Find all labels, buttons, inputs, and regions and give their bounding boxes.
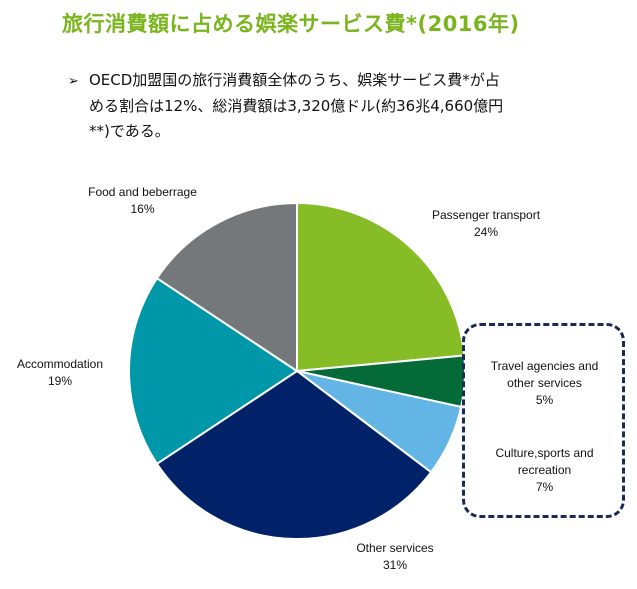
label-passenger-transport-pct: 24% (473, 225, 499, 239)
label-other-services-name: Other services (356, 541, 434, 555)
label-travel-agencies-name-2: other services (507, 376, 582, 390)
label-food-beverage-pct: 16% (130, 202, 155, 216)
label-other-services: Other services 31% (335, 540, 455, 574)
bullet-line-3: **)である。 (89, 122, 170, 140)
label-culture-sports: Culture,sports and recreation 7% (472, 445, 617, 496)
bullet-arrow-icon: ➢ (68, 74, 79, 89)
label-passenger-transport: Passenger transport 24% (416, 207, 556, 241)
label-accommodation-name: Accommodation (16, 357, 104, 371)
label-travel-agencies: Travel agencies and other services 5% (472, 358, 617, 409)
label-other-services-pct: 31% (382, 558, 408, 572)
label-food-beverage: Food and beberrage 16% (75, 184, 210, 218)
page-title: 旅行消費額に占める娯楽サービス費*(2016年) (62, 12, 520, 36)
label-food-beverage-name: Food and beberrage (88, 185, 197, 199)
pie-slice-passenger-transport (296, 201, 466, 373)
bullet-line-1: ➢ OECD加盟国の旅行消費額全体のうち、娯楽サービス費*が占 (68, 68, 503, 94)
pie-slice-accommodation (128, 276, 299, 466)
label-culture-sports-name-2: recreation (517, 463, 572, 477)
pie-slice-other-services (155, 369, 433, 540)
pie-slice-food-and-beberrage (155, 201, 298, 373)
highlight-dashed-box (462, 323, 625, 518)
bullet-text-1: OECD加盟国の旅行消費額全体のうち、娯楽サービス費*が占 (89, 71, 500, 89)
label-accommodation: Accommodation 19% (5, 356, 115, 390)
label-accommodation-pct: 19% (47, 374, 73, 388)
bullet-line-2: める割合は12%、総消費額は3,320億ドル(約36兆4,660億円 (89, 97, 504, 115)
label-culture-sports-name-1: Culture,sports and (495, 446, 594, 460)
summary-bullet: ➢ OECD加盟国の旅行消費額全体のうち、娯楽サービス費*が占 める割合は12%、… (68, 68, 503, 144)
label-travel-agencies-pct: 5% (535, 393, 554, 407)
label-passenger-transport-name: Passenger transport (431, 208, 541, 222)
label-travel-agencies-name-1: Travel agencies and (490, 359, 599, 373)
label-culture-sports-pct: 7% (535, 480, 554, 494)
